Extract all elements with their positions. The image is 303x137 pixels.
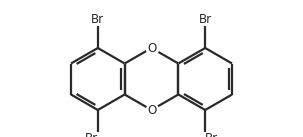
Text: Br: Br: [85, 132, 98, 137]
Text: O: O: [147, 42, 156, 55]
Text: Br: Br: [91, 13, 104, 26]
Text: O: O: [147, 103, 156, 116]
Text: Br: Br: [199, 13, 212, 26]
Text: Br: Br: [205, 132, 218, 137]
